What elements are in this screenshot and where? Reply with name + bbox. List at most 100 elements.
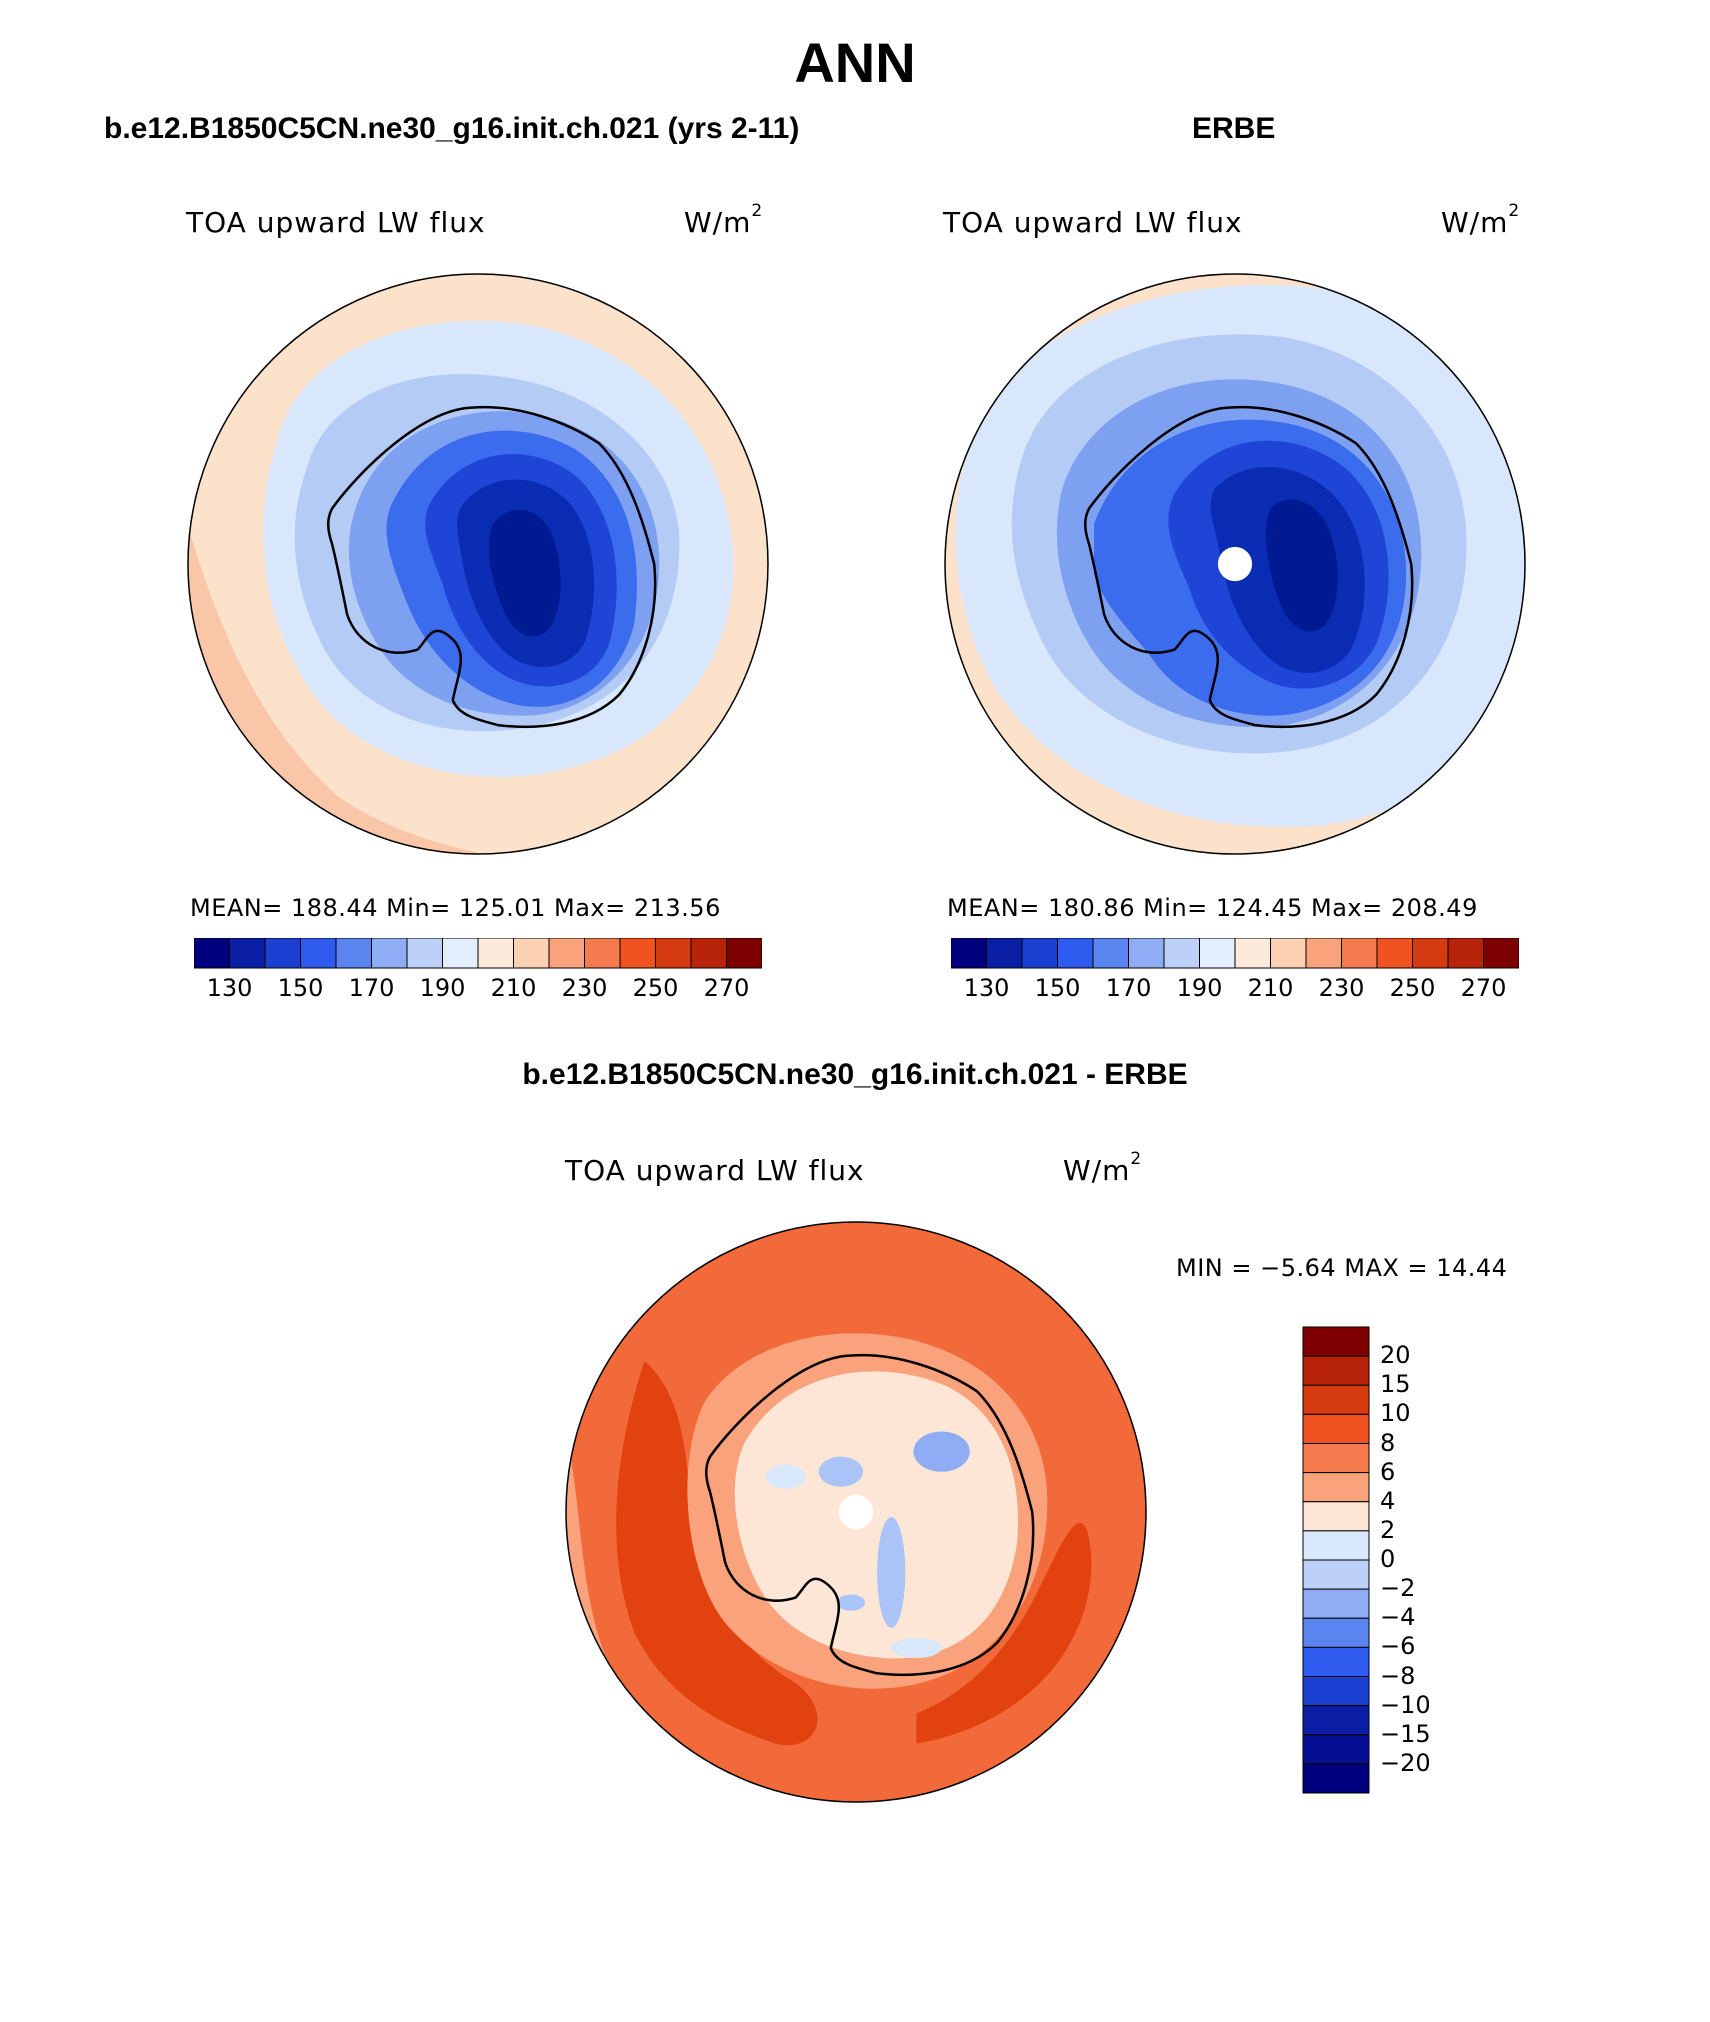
- panel-diff-stats: MIN = −5.64 MAX = 14.44: [1176, 1254, 1508, 1282]
- map-antarctica-coastline: [1083, 405, 1414, 729]
- colorbar-tick-label: 190: [419, 974, 466, 1002]
- colorbar-swatch: [1302, 1646, 1370, 1677]
- panel-obs-colorbar: [951, 938, 1519, 969]
- map-diff-dark-region: [616, 1360, 818, 1746]
- colorbar-tick-label: 230: [1318, 974, 1365, 1002]
- colorbar-swatch: [406, 938, 443, 969]
- colorbar-swatch: [986, 938, 1023, 969]
- colorbar-swatch: [726, 938, 762, 969]
- panel-model-polar-map: [187, 273, 769, 855]
- colorbar-swatch: [1302, 1559, 1370, 1590]
- colorbar-tick-label: 170: [1105, 974, 1152, 1002]
- colorbar-tick-label: −10: [1380, 1690, 1431, 1719]
- panel-obs-colorbar-ticks: 130 150 170 190 210 230 250 270: [951, 974, 1519, 1006]
- colorbar-tick-label: 250: [1389, 974, 1436, 1002]
- map-diff-blue-blob: [877, 1517, 906, 1628]
- map-boundary: [565, 1221, 1147, 1803]
- colorbar-tick-label: 15: [1380, 1370, 1411, 1399]
- panel-model-colorbar: [194, 938, 762, 969]
- colorbar-swatch: [548, 938, 585, 969]
- panel-model-stats: MEAN= 188.44 Min= 125.01 Max= 213.56: [190, 894, 721, 922]
- colorbar-tick-label: −20: [1380, 1748, 1431, 1777]
- panel-diff-colorbar: [1302, 1326, 1370, 1794]
- colorbar-swatch: [442, 938, 479, 969]
- colorbar-tick-label: 170: [348, 974, 395, 1002]
- map-pole-hole: [838, 1494, 874, 1530]
- colorbar-tick-label: 130: [206, 974, 253, 1002]
- colorbar-tick-label: 210: [490, 974, 537, 1002]
- panel-diff-variable-label: TOA upward LW flux: [565, 1154, 865, 1187]
- panel-obs-stats: MEAN= 180.86 Min= 124.45 Max= 208.49: [947, 894, 1478, 922]
- colorbar-swatch: [1305, 938, 1342, 969]
- colorbar-swatch: [1447, 938, 1484, 969]
- colorbar-swatch: [264, 938, 301, 969]
- panel-diff-case-name: b.e12.B1850C5CN.ne30_g16.init.ch.021 - E…: [522, 1058, 1188, 1091]
- panel-obs-units: W/m2: [1441, 200, 1521, 239]
- colorbar-swatch: [229, 938, 266, 969]
- panel-model-units: W/m2: [684, 200, 764, 239]
- panel-diff-polar-map: [565, 1221, 1147, 1803]
- colorbar-tick-label: 250: [632, 974, 679, 1002]
- colorbar-swatch: [951, 938, 987, 969]
- map-pole-hole: [1217, 546, 1253, 582]
- colorbar-tick-label: 0: [1380, 1545, 1396, 1573]
- colorbar-tick-label: 2: [1380, 1515, 1396, 1544]
- colorbar-swatch: [300, 938, 337, 969]
- colorbar-swatch: [1057, 938, 1094, 969]
- colorbar-swatch: [1302, 1355, 1370, 1386]
- colorbar-swatch: [1302, 1443, 1370, 1474]
- panel-obs-variable-label: TOA upward LW flux: [943, 206, 1243, 239]
- map-diff-dark-region: [916, 1522, 1092, 1744]
- map-diff-blue-blob: [913, 1431, 970, 1472]
- colorbar-swatch: [1234, 938, 1271, 969]
- colorbar-swatch: [1302, 1617, 1370, 1648]
- colorbar-swatch: [1302, 1530, 1370, 1561]
- colorbar-swatch: [1199, 938, 1236, 969]
- colorbar-swatch: [1302, 1384, 1370, 1415]
- colorbar-swatch: [1302, 1472, 1370, 1503]
- colorbar-swatch: [1302, 1326, 1370, 1357]
- panel-model-colorbar-ticks: 130 150 170 190 210 230 250 270: [194, 974, 762, 1006]
- colorbar-tick-label: 4: [1380, 1486, 1396, 1515]
- colorbar-tick-label: 270: [1460, 974, 1507, 1002]
- colorbar-tick-label: 20: [1380, 1341, 1411, 1370]
- panel-diff-units: W/m2: [1063, 1148, 1143, 1187]
- colorbar-swatch: [371, 938, 408, 969]
- colorbar-swatch: [194, 938, 230, 969]
- colorbar-swatch: [335, 938, 372, 969]
- colorbar-tick-label: −2: [1380, 1574, 1416, 1603]
- map-boundary: [187, 273, 769, 855]
- colorbar-tick-label: −4: [1380, 1603, 1416, 1632]
- colorbar-tick-label: 230: [561, 974, 608, 1002]
- map-boundary: [944, 273, 1526, 855]
- map-diff-blue-blob: [818, 1456, 864, 1487]
- map-diff-blue-blob: [765, 1464, 806, 1489]
- colorbar-tick-label: 190: [1176, 974, 1223, 1002]
- colorbar-swatch: [1412, 938, 1449, 969]
- colorbar-tick-label: −8: [1380, 1661, 1416, 1690]
- map-core-ring-3: [1266, 499, 1338, 632]
- map-warm-band: [188, 483, 599, 854]
- colorbar-swatch: [513, 938, 550, 969]
- colorbar-swatch: [584, 938, 621, 969]
- colorbar-tick-label: 6: [1380, 1457, 1396, 1486]
- colorbar-swatch: [619, 938, 656, 969]
- colorbar-tick-label: 150: [1034, 974, 1081, 1002]
- colorbar-swatch: [1302, 1501, 1370, 1532]
- colorbar-swatch: [1092, 938, 1129, 969]
- map-core-ring-3: [488, 509, 561, 637]
- colorbar-tick-label: 150: [277, 974, 324, 1002]
- panel-obs-case-name: ERBE: [1192, 112, 1276, 145]
- colorbar-swatch: [1302, 1413, 1370, 1444]
- panel-obs-polar-map: [944, 273, 1526, 855]
- colorbar-swatch: [1270, 938, 1307, 969]
- colorbar-tick-label: 130: [963, 974, 1010, 1002]
- colorbar-tick-label: −15: [1380, 1719, 1431, 1748]
- colorbar-tick-label: 8: [1380, 1428, 1396, 1457]
- colorbar-swatch: [1128, 938, 1165, 969]
- map-diff-blue-blob: [836, 1594, 866, 1611]
- panel-model-variable-label: TOA upward LW flux: [186, 206, 486, 239]
- colorbar-swatch: [1483, 938, 1519, 969]
- colorbar-swatch: [1341, 938, 1378, 969]
- colorbar-swatch: [690, 938, 727, 969]
